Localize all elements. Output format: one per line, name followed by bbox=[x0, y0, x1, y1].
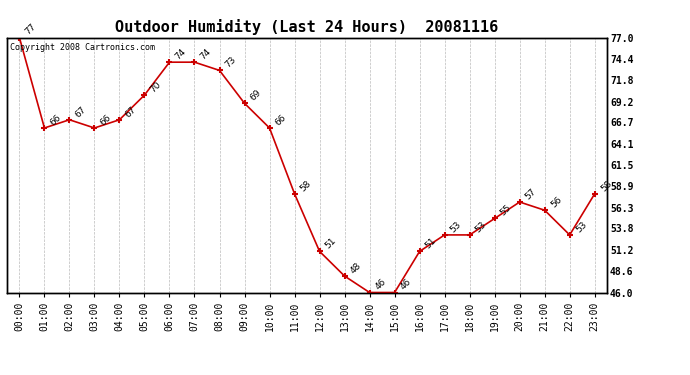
Text: 67: 67 bbox=[124, 105, 138, 119]
Text: 66: 66 bbox=[274, 113, 288, 127]
Text: 69: 69 bbox=[248, 88, 263, 102]
Text: 51: 51 bbox=[424, 236, 438, 250]
Text: 73: 73 bbox=[224, 55, 238, 70]
Text: 77: 77 bbox=[23, 22, 38, 37]
Text: 57: 57 bbox=[524, 187, 538, 201]
Text: 58: 58 bbox=[599, 178, 613, 193]
Text: 53: 53 bbox=[574, 220, 589, 234]
Text: 66: 66 bbox=[48, 113, 63, 127]
Text: 56: 56 bbox=[549, 195, 563, 210]
Title: Outdoor Humidity (Last 24 Hours)  20081116: Outdoor Humidity (Last 24 Hours) 2008111… bbox=[115, 19, 499, 35]
Text: 48: 48 bbox=[348, 261, 363, 275]
Text: 46: 46 bbox=[399, 278, 413, 292]
Text: 70: 70 bbox=[148, 80, 163, 94]
Text: 53: 53 bbox=[448, 220, 463, 234]
Text: 58: 58 bbox=[299, 178, 313, 193]
Text: 67: 67 bbox=[74, 105, 88, 119]
Text: Copyright 2008 Cartronics.com: Copyright 2008 Cartronics.com bbox=[10, 43, 155, 52]
Text: 51: 51 bbox=[324, 236, 338, 250]
Text: 53: 53 bbox=[474, 220, 489, 234]
Text: 74: 74 bbox=[174, 47, 188, 62]
Text: 66: 66 bbox=[99, 113, 113, 127]
Text: 74: 74 bbox=[199, 47, 213, 62]
Text: 46: 46 bbox=[374, 278, 388, 292]
Text: 55: 55 bbox=[499, 203, 513, 218]
